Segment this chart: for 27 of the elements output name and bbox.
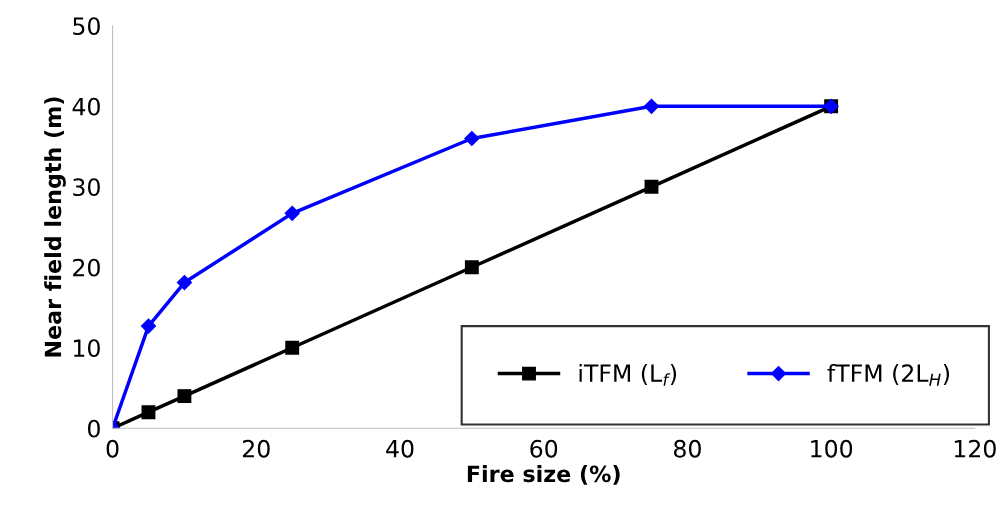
point	[464, 130, 480, 147]
y-tick-label: 0	[87, 419, 100, 438]
point	[285, 340, 300, 355]
x-tick-label: 120	[954, 439, 996, 458]
point	[284, 205, 300, 221]
x-tick-label: 40	[386, 439, 414, 458]
point	[644, 179, 659, 194]
x-tick-label: 0	[106, 439, 119, 458]
legend-label: fTFM (2L$_{H}$)	[827, 363, 949, 386]
y-tick-label: 30	[73, 178, 100, 197]
x-tick-label: 60	[530, 439, 558, 458]
x-tick-label: 80	[674, 439, 701, 458]
point	[176, 275, 192, 291]
point	[643, 98, 660, 114]
point	[177, 389, 192, 404]
y-tick-label: 20	[73, 258, 100, 277]
y-tick-label: 40	[72, 97, 100, 116]
y-tick-label: 50	[73, 17, 100, 36]
y-axis-title: Near field length (m)	[44, 97, 66, 357]
x-tick-label: 20	[242, 439, 270, 458]
x-axis-title: Fire size (%)	[467, 465, 620, 485]
point	[140, 318, 157, 334]
point	[464, 260, 479, 275]
legend-label: iTFM (L$_{f}$)	[579, 363, 677, 386]
y-tick-label: 10	[74, 339, 100, 358]
point	[141, 405, 156, 420]
x-tick-label: 100	[811, 439, 853, 458]
